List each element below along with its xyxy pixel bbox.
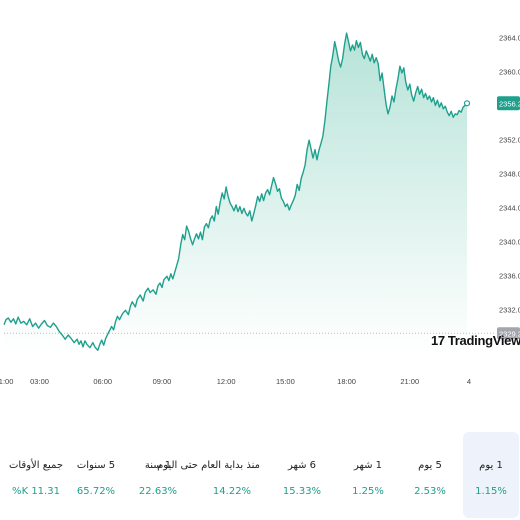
period-label: 5 سنوات	[76, 460, 116, 471]
y-tick-label: 2348.00	[499, 169, 520, 178]
period-label: 5 يوم	[418, 460, 442, 471]
y-tick-label: 2340.00	[499, 237, 520, 246]
tradingview-wordmark: TradingView	[447, 333, 520, 348]
period-performance-row: 1 يوم 1.15% 5 يوم 2.53% 1 شهر 1.25% 6 شهر 15.33…	[0, 432, 520, 518]
last-price-label: 2356.24	[499, 99, 520, 108]
x-tick-label: 09:00	[153, 377, 172, 386]
price-area-fill	[4, 33, 467, 352]
x-tick-label: 4	[467, 377, 471, 386]
period-label: 1 سنة	[144, 460, 172, 471]
period-tab-1[interactable]: 5 يوم 2.53%	[402, 432, 458, 518]
x-tick-label: 06:00	[93, 377, 112, 386]
y-tick-label: 2336.00	[499, 271, 520, 280]
y-tick-label: 2332.00	[499, 305, 520, 314]
period-tab-6[interactable]: 5 سنوات 65.72%	[68, 432, 124, 518]
period-change-value: 11.31 K%	[12, 486, 60, 497]
period-label: 6 شهر	[287, 460, 317, 471]
price-area-chart[interactable]: 2332.00 2336.00 2340.00 2344.00 2348.00 2352.…	[0, 0, 520, 430]
previous-close-label: 2329.20	[499, 329, 520, 338]
period-change-value: 2.53%	[414, 486, 446, 497]
x-tick-label: 18:00	[337, 377, 356, 386]
period-change-value: 65.72%	[76, 486, 116, 497]
period-change-value: 1.15%	[475, 486, 507, 497]
period-change-value: 15.33%	[282, 486, 322, 497]
x-tick-label: 15:00	[276, 377, 295, 386]
last-price-badge: 2356.24	[497, 96, 520, 111]
period-tab-4[interactable]: منذ بداية العام حتى اليوم 14.22%	[157, 432, 260, 518]
last-price-dot	[463, 100, 471, 107]
x-tick-label: 12:00	[217, 377, 236, 386]
period-change-value: 14.22%	[212, 486, 252, 497]
period-tab-2[interactable]: 1 شهر 1.25%	[340, 432, 396, 518]
period-tab-0[interactable]: 1 يوم 1.15%	[463, 432, 519, 518]
y-tick-label: 2360.00	[499, 67, 520, 76]
x-axis: 01:00 03:00 06:00 09:00 12:00 15:00 18:00 21:00…	[0, 377, 471, 386]
tradingview-watermark: 17 TradingView	[431, 333, 520, 348]
period-label: 1 شهر	[353, 460, 383, 471]
x-tick-label: 01:00	[0, 377, 13, 386]
y-tick-label: 2364.00	[499, 33, 520, 42]
period-label: 1 يوم	[479, 460, 503, 471]
period-label: جميع الأوقات	[8, 460, 64, 471]
period-label: منذ بداية العام حتى اليوم	[157, 460, 260, 471]
y-tick-label: 2344.00	[499, 203, 520, 212]
y-tick-label: 2352.00	[499, 135, 520, 144]
price-line	[3, 32, 468, 351]
period-tab-7[interactable]: جميع الأوقات 11.31 K%	[8, 432, 64, 518]
period-change-value: 1.25%	[352, 486, 384, 497]
period-tab-5[interactable]: 1 سنة 22.63%	[130, 432, 186, 518]
x-tick-label: 03:00	[30, 377, 49, 386]
previous-close-badge: 2329.20	[497, 327, 520, 340]
tradingview-logo-icon: 17	[431, 333, 445, 348]
period-change-value: 22.63%	[138, 486, 178, 497]
period-tab-3[interactable]: 6 شهر 15.33%	[274, 432, 330, 518]
y-axis: 2332.00 2336.00 2340.00 2344.00 2348.00 2352.…	[499, 33, 520, 314]
x-tick-label: 21:00	[400, 377, 419, 386]
